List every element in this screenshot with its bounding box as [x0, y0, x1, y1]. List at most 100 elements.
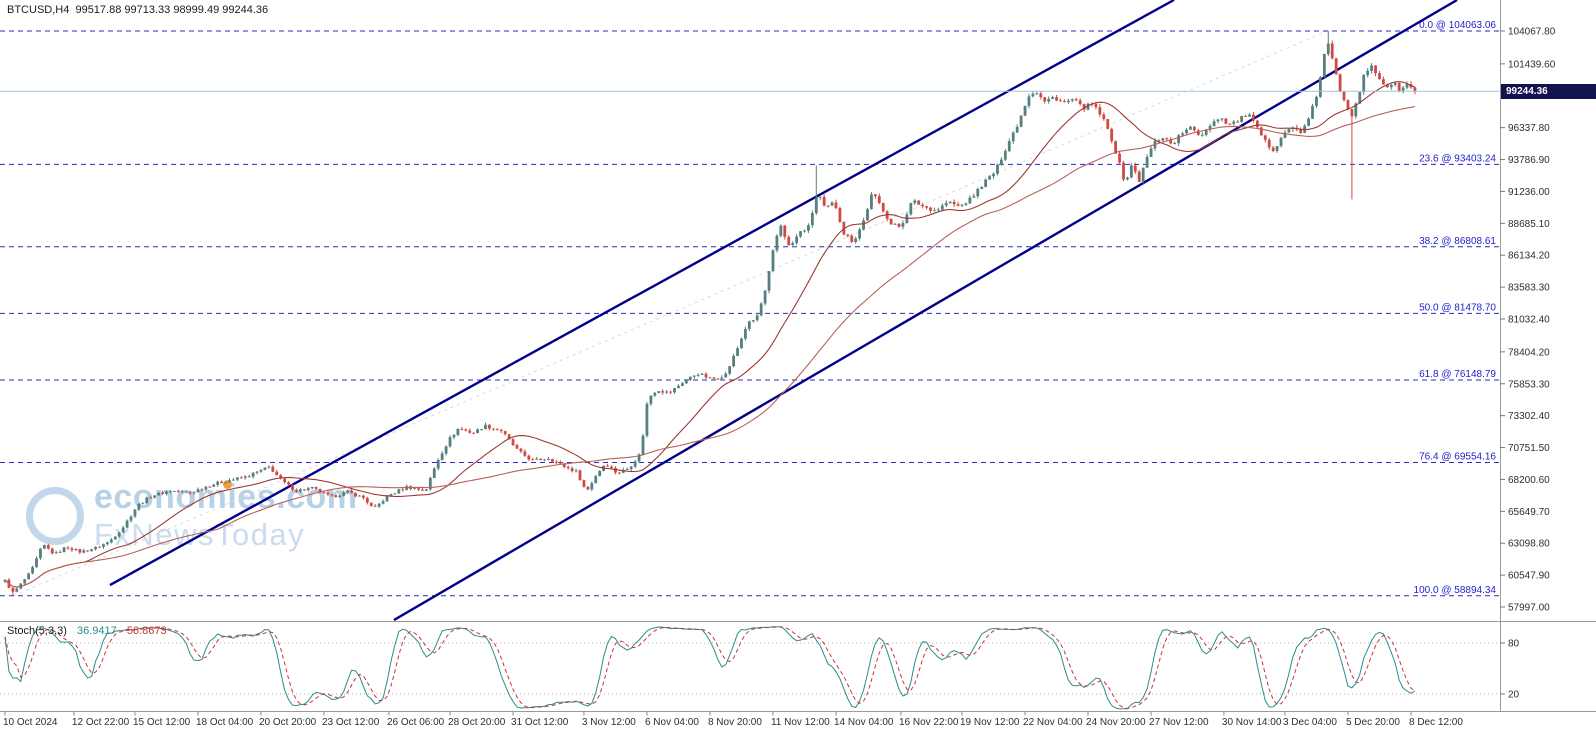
fib-level-label: 38.2 @ 86808.61: [1419, 236, 1496, 247]
time-axis-label: 8 Dec 12:00: [1409, 717, 1463, 728]
candle-body: [326, 492, 330, 495]
candle-body: [1137, 171, 1141, 182]
candle-body: [972, 196, 976, 198]
candle-body: [1224, 118, 1228, 124]
candle-body: [744, 329, 747, 339]
time-axis-label: 28 Oct 20:00: [448, 717, 506, 728]
candle-body: [109, 539, 113, 543]
candle-body: [393, 493, 397, 495]
candle-body: [295, 489, 298, 492]
candle-body: [1003, 150, 1007, 160]
candle-body: [1129, 165, 1133, 178]
candle-body: [456, 428, 460, 435]
candle-body: [1397, 83, 1401, 91]
candle-body: [169, 491, 172, 493]
candle-body: [1055, 97, 1058, 101]
candle-body: [86, 550, 90, 552]
candle-body: [948, 201, 952, 204]
candle-body: [133, 509, 137, 517]
candle-body: [763, 290, 767, 304]
candle-body: [1204, 129, 1208, 135]
candle-body: [515, 445, 519, 449]
candle-body: [476, 429, 479, 434]
candle-body: [503, 431, 507, 435]
candle-body: [334, 495, 338, 497]
candle-body: [484, 424, 487, 430]
candle-body: [243, 476, 247, 478]
candle-body: [570, 468, 574, 472]
fib-level-label: 61.8 @ 76148.79: [1419, 369, 1496, 380]
candle-body: [291, 484, 294, 490]
trend-channel-line[interactable]: [109, 0, 1175, 587]
candle-body: [401, 489, 405, 491]
candle-body: [964, 203, 968, 205]
candle-body: [614, 467, 617, 473]
candle-body: [1378, 73, 1381, 80]
candle-body: [188, 492, 192, 494]
candle-body: [897, 223, 901, 227]
candle-body: [1133, 165, 1137, 172]
candle-body: [578, 470, 582, 481]
candle-body: [1307, 118, 1310, 126]
candle-body: [562, 463, 566, 468]
candle-body: [42, 545, 46, 549]
stoch-signal-value: 56.8673: [126, 625, 167, 637]
candle-body: [208, 486, 212, 488]
candle-body: [775, 235, 779, 251]
time-axis[interactable]: 10 Oct 2024 12 Oct 22:00 15 Oct 12:00 18 Oc…: [3, 711, 1463, 729]
candle-body: [1043, 97, 1047, 102]
candle-body: [369, 502, 373, 506]
candle-body: [586, 486, 590, 490]
price-axis[interactable]: 104067.80 101439.60 96337.80 93786.90 91236.…: [1500, 27, 1556, 701]
price-axis-label: 81032.40: [1508, 315, 1550, 326]
time-axis-label: 11 Nov 12:00: [771, 717, 830, 728]
candle-body: [684, 379, 688, 384]
candle-body: [850, 235, 854, 243]
candle-body: [842, 221, 846, 235]
candle-body: [149, 497, 153, 499]
candle-body: [984, 179, 988, 187]
candle-body: [834, 202, 838, 209]
time-axis-label: 8 Nov 20:00: [708, 717, 762, 728]
candle-body: [554, 461, 558, 463]
candle-body: [397, 489, 401, 494]
candle-body: [287, 482, 290, 485]
candle-body: [1330, 43, 1334, 59]
candle-body: [200, 489, 204, 491]
candle-body: [1279, 137, 1283, 147]
candle-body: [145, 497, 149, 504]
candle-body: [157, 492, 160, 496]
candle-body: [365, 497, 369, 503]
price-axis-label: 68200.60: [1508, 475, 1550, 486]
candle-body: [1354, 103, 1358, 117]
candle-body: [161, 492, 164, 494]
candle-body: [46, 545, 50, 549]
trend-channel-line[interactable]: [393, 0, 1458, 621]
candle-body: [1196, 130, 1200, 135]
time-axis-label: 3 Nov 12:00: [582, 717, 636, 728]
candle-body: [1322, 54, 1326, 78]
candle-body: [940, 205, 944, 210]
candle-body: [1208, 125, 1212, 130]
candle-body: [692, 375, 696, 377]
price-axis-label: 91236.00: [1508, 187, 1550, 198]
candle-body: [495, 428, 499, 430]
candle-body: [507, 434, 511, 440]
price-axis-label: 96337.80: [1508, 123, 1550, 134]
candle-body: [712, 377, 716, 379]
candle-body: [1350, 109, 1354, 117]
candle-body: [1063, 101, 1066, 103]
candle-body: [996, 164, 999, 174]
candle-body: [66, 547, 70, 549]
candle-body: [1110, 128, 1114, 142]
candle-body: [1173, 143, 1177, 145]
candle-body: [1240, 116, 1244, 122]
candle-body: [889, 218, 893, 225]
candle-body: [1255, 120, 1259, 128]
moving-average-line: [4, 81, 1416, 588]
fib-level-label: 0.0 @ 104063.06: [1419, 20, 1496, 31]
candle-body: [346, 490, 350, 493]
candle-body: [1232, 121, 1236, 124]
candle-body: [582, 480, 586, 487]
